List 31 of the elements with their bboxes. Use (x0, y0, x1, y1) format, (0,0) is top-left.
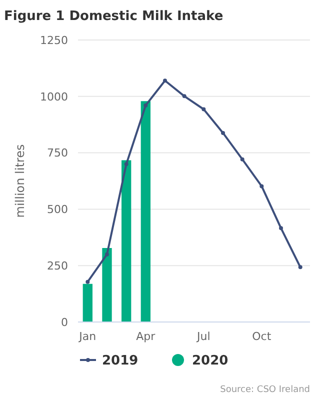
point (124, 162, 128, 166)
point (279, 226, 283, 230)
point (182, 94, 186, 98)
bar (102, 248, 112, 322)
legend-label: 2019 (102, 354, 138, 369)
legend-label: 2020 (192, 354, 228, 369)
point (86, 280, 90, 284)
y-tick-label: 500 (47, 203, 68, 216)
x-tick-label: Oct (252, 330, 272, 343)
y-tick-label: 1250 (40, 34, 68, 47)
y-tick-label: 250 (47, 259, 68, 272)
x-tick-label: Apr (136, 330, 156, 343)
y-axis-title: million litres (13, 144, 27, 218)
point (202, 107, 206, 112)
y-tick-label: 0 (61, 316, 68, 329)
point (240, 157, 244, 162)
y-tick-label: 750 (47, 146, 68, 160)
bar (140, 101, 150, 322)
point (298, 265, 302, 270)
x-tick-label: Jul (196, 330, 210, 343)
y-tick-label: 1000 (40, 90, 68, 104)
point (260, 184, 264, 188)
point (144, 103, 148, 108)
chart-title: Figure 1 Domestic Milk Intake (4, 9, 224, 24)
bar (122, 160, 132, 322)
point (105, 252, 109, 256)
point (221, 130, 225, 135)
bar (82, 284, 92, 322)
x-tick-label: Jan (78, 330, 96, 343)
source-note: Source: CSO Ireland (220, 385, 310, 395)
point (163, 78, 167, 83)
